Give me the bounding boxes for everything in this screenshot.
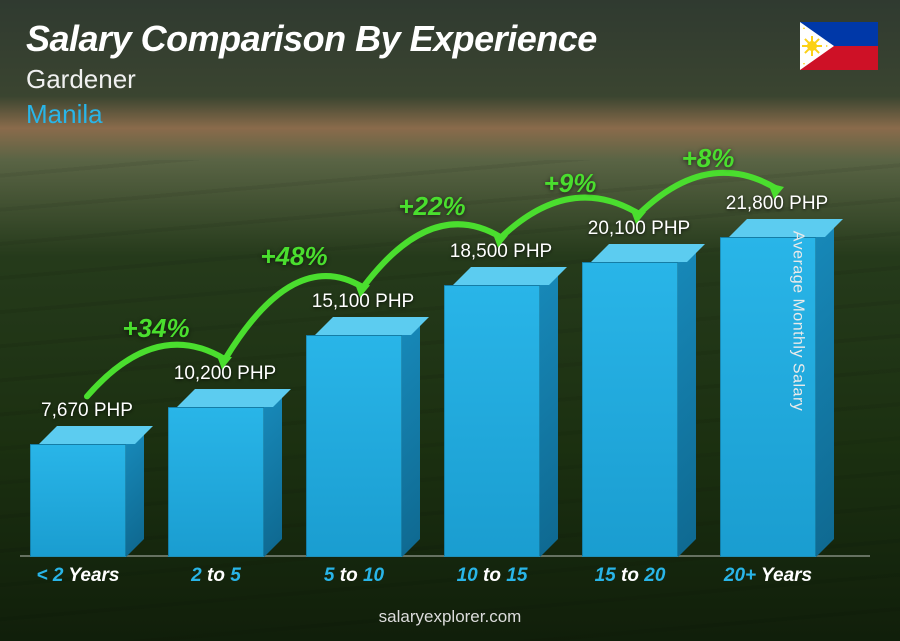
increase-pct-label: +34% — [96, 313, 216, 344]
bar-side — [126, 426, 144, 557]
header: Salary Comparison By Experience Gardener… — [26, 18, 597, 130]
increase-pct-label: +9% — [510, 168, 630, 199]
bar-value-label: 15,100 PHP — [293, 291, 433, 313]
bar-3d — [168, 407, 264, 557]
footer-attribution: salaryexplorer.com — [0, 607, 900, 627]
bar-side — [264, 389, 282, 557]
bar-value-label: 10,200 PHP — [155, 363, 295, 385]
bar-value-label: 20,100 PHP — [569, 218, 709, 240]
increase-pct-label: +8% — [648, 143, 768, 174]
bar-top — [39, 426, 153, 444]
bar-3d — [582, 262, 678, 557]
bar-x-label: 5 to 10 — [284, 565, 424, 587]
bar-top — [729, 219, 843, 237]
bar-front — [168, 407, 264, 557]
bar-value-label: 18,500 PHP — [431, 241, 571, 263]
chart-title: Salary Comparison By Experience — [26, 18, 597, 60]
bar-group: 10,200 PHP2 to 5 — [168, 127, 264, 587]
bar-front — [582, 262, 678, 557]
bar-front — [444, 285, 540, 557]
bar-3d — [444, 285, 540, 557]
bar-front — [30, 444, 126, 557]
bar-x-label: 20+ Years — [698, 565, 838, 587]
philippines-flag-icon — [800, 22, 878, 70]
increase-pct-label: +48% — [234, 241, 354, 272]
bar-x-label: 15 to 20 — [560, 565, 700, 587]
bar-value-label: 21,800 PHP — [707, 193, 847, 215]
y-axis-label: Average Monthly Salary — [789, 230, 807, 411]
bar-side — [816, 219, 834, 557]
bar-top — [315, 317, 429, 335]
bar-group: 7,670 PHP< 2 Years — [30, 127, 126, 587]
bar-value-label: 7,670 PHP — [17, 400, 157, 422]
chart-location: Manila — [26, 99, 597, 130]
bar-top — [591, 244, 705, 262]
bar-x-label: < 2 Years — [8, 565, 148, 587]
bar-front — [306, 335, 402, 557]
chart-subtitle: Gardener — [26, 64, 597, 95]
bar-side — [540, 267, 558, 557]
bar-side — [402, 317, 420, 557]
increase-pct-label: +22% — [372, 191, 492, 222]
bar-side — [678, 244, 696, 557]
bar-top — [453, 267, 567, 285]
bar-3d — [306, 335, 402, 557]
salary-bar-chart: 7,670 PHP< 2 Years10,200 PHP2 to 515,100… — [20, 127, 850, 587]
bar-x-label: 10 to 15 — [422, 565, 562, 587]
bar-top — [177, 389, 291, 407]
bar-3d — [30, 444, 126, 557]
bar-x-label: 2 to 5 — [146, 565, 286, 587]
